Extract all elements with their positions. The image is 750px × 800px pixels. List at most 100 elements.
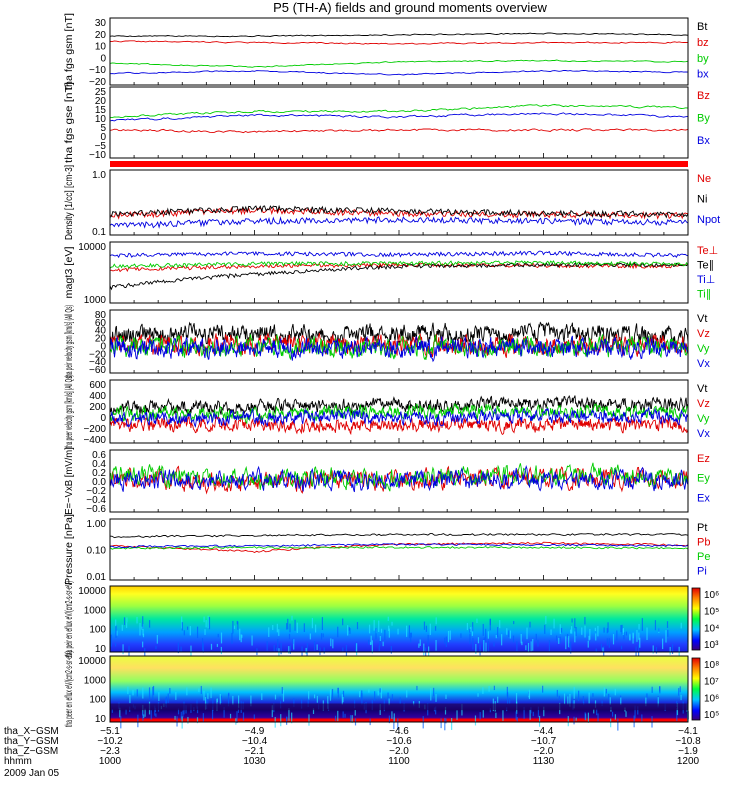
spectrogram-pixel (652, 645, 654, 654)
spectrogram-pixel (567, 716, 569, 727)
spectrogram-pixel (515, 711, 517, 721)
panel-8: Pressure [nPa] 1.00 0.10 0.01 Pt Pb Pe Pi (64, 514, 710, 585)
spectrogram-pixel (382, 641, 384, 647)
spectrogram-pixel (323, 647, 325, 654)
spectrogram-pixel (625, 711, 627, 717)
series-line-Ex (109, 464, 689, 493)
panel-6: tha peer velocity gsm [km/s] (All Qs) 600… (64, 375, 710, 448)
spectrogram-pixel (175, 692, 177, 700)
spectrogram-pixel (181, 616, 183, 629)
spectrogram-pixel (208, 617, 211, 630)
spectrogram-pixel (646, 627, 648, 640)
spectrogram-pixel (530, 641, 532, 652)
spectrogram-pixel (128, 645, 130, 656)
xaxis-value: −2.1 (245, 746, 265, 757)
spectrogram-pixel (645, 697, 647, 707)
spectrogram-pixel (595, 648, 597, 653)
spectrogram-pixel (293, 639, 295, 650)
panel-5-ylabel: tha peir velocity gsm [km/s] (All Qs) (64, 305, 75, 378)
series-line-Vy (109, 333, 689, 361)
spectrogram-pixel (144, 647, 146, 661)
spectrogram-pixel (493, 685, 495, 691)
panel-3: Density [1/cc] [cm-3] 1.0 0.1 Ne Ni Npot (64, 165, 720, 240)
spectrogram-pixel (330, 638, 332, 647)
colorbar-tick: 10⁸ (704, 660, 719, 671)
spectrogram-pixel (603, 645, 605, 656)
legend-bx: bx (697, 69, 709, 81)
panel-2-ylabel: tha fgs gse [nT] (64, 82, 75, 163)
spectrogram-image (110, 586, 688, 652)
spectrogram-pixel (520, 633, 522, 644)
spectrogram-pixel (620, 625, 622, 633)
xaxis-value: −2.0 (389, 746, 409, 757)
spectrogram-pixel (506, 686, 508, 697)
spectrogram-pixel (308, 714, 310, 726)
spectrogram-pixel (370, 635, 372, 645)
spectrogram-pixel (575, 717, 577, 721)
spectrogram-pixel (605, 688, 607, 694)
xaxis-value: −10.4 (242, 736, 268, 747)
spectrogram-pixel (487, 631, 489, 639)
spectrogram-pixel (607, 622, 609, 633)
spectrogram-pixel (342, 711, 344, 718)
spectrogram-pixel (203, 690, 205, 701)
panel-7-ytick: −0.2 (86, 486, 106, 497)
panel-5-ytick: 0 (100, 341, 106, 352)
series-line-Pb (109, 541, 689, 554)
spectrogram-pixel (211, 706, 214, 720)
spectrogram-pixel (559, 636, 561, 644)
spectrogram-pixel (676, 708, 678, 721)
panel-9-ylabel: tha peir en eflux eV/(cm2-s-sr-eV) (64, 581, 75, 657)
spectrogram-pixel (472, 622, 474, 632)
spectrogram-pixel (560, 627, 563, 633)
spectrogram-pixel (334, 715, 337, 721)
spectrogram-pixel (154, 705, 156, 716)
panel-1-ytick: −10 (89, 65, 106, 76)
spectrogram-pixel (474, 715, 477, 726)
series-line-bx (109, 70, 689, 76)
spectrogram-pixel (219, 694, 221, 705)
spectrogram-pixel (544, 624, 546, 634)
spectrogram-pixel (483, 637, 485, 641)
spectrogram-pixel (150, 710, 152, 720)
spectrogram-pixel (489, 619, 491, 631)
spectrogram-pixel (479, 644, 481, 650)
series-line-Vx (109, 335, 689, 363)
panel-9-ytick: 100 (89, 625, 106, 636)
spectrogram-pixel (378, 620, 380, 633)
panel-5-ytick: −60 (89, 365, 106, 376)
spectrogram-pixel (529, 621, 531, 628)
spectrogram-pixel (593, 708, 595, 714)
panel-5-ytick: −20 (89, 349, 106, 360)
spectrogram-pixel (329, 689, 332, 701)
spectrogram-pixel (174, 715, 176, 720)
series-line-By (109, 104, 689, 119)
spectrogram-pixel (512, 635, 515, 643)
spectrogram-pixel (456, 710, 458, 720)
spectrogram-pixel (240, 634, 242, 643)
spectrogram-pixel (114, 643, 117, 647)
spectrogram-pixel (387, 616, 389, 621)
spectrogram-pixel (636, 629, 638, 642)
panel-8-ytick: 1.00 (87, 519, 107, 530)
spectrogram-pixel (242, 712, 245, 721)
spectrogram-pixel (126, 622, 128, 628)
spectrogram-pixel (288, 708, 290, 721)
colorbar-tick: 10⁴ (704, 623, 719, 634)
spectrogram-pixel (427, 634, 429, 646)
spectrogram-pixel (654, 620, 657, 631)
legend-Vt: Vt (697, 313, 707, 325)
panel-7-ytick: 0.6 (92, 450, 106, 461)
panel-2-ytick: 20 (95, 96, 107, 107)
spectrogram-pixel (380, 628, 383, 633)
spectrogram-pixel (314, 624, 317, 633)
panel-8-ylabel: Pressure [nPa] (64, 514, 75, 585)
spectrogram-pixel (125, 709, 127, 715)
spectrogram-pixel (418, 643, 420, 648)
spectrogram-pixel (466, 622, 469, 631)
legend-Pb: Pb (697, 536, 710, 548)
spectrogram-pixel (616, 630, 618, 641)
spectrogram-pixel (371, 640, 373, 654)
spectrogram-pixel (137, 714, 139, 728)
